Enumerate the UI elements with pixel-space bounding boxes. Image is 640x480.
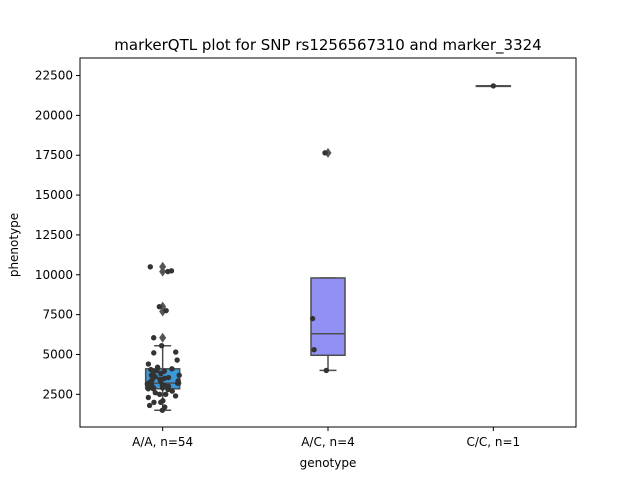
data-point	[150, 386, 156, 392]
data-point	[323, 367, 330, 374]
data-point	[165, 374, 172, 381]
y-tick-label: 20000	[35, 108, 73, 122]
data-point	[176, 372, 182, 378]
data-point	[163, 307, 169, 314]
data-point	[156, 303, 163, 310]
data-point	[169, 366, 175, 372]
data-point	[151, 350, 157, 356]
data-point	[309, 315, 316, 322]
y-tick-label: 5000	[42, 347, 73, 361]
y-tick-label: 10000	[35, 268, 73, 282]
data-point	[154, 364, 161, 370]
data-point	[150, 335, 157, 341]
y-tick-label: 7500	[42, 308, 73, 322]
data-point	[172, 393, 179, 399]
y-axis-label: phenotype	[7, 213, 21, 277]
y-tick-label: 17500	[35, 148, 73, 162]
data-point	[148, 366, 154, 373]
data-point	[145, 361, 152, 367]
data-point	[158, 343, 165, 349]
data-point	[151, 399, 157, 405]
data-point	[147, 264, 153, 270]
data-point	[156, 391, 163, 398]
box-group	[144, 261, 182, 413]
data-point	[146, 402, 153, 409]
data-point	[160, 397, 166, 404]
x-tick-label: C/C, n=1	[466, 435, 520, 449]
data-point	[169, 388, 175, 394]
outlier-marker	[159, 261, 167, 272]
data-point	[162, 404, 168, 410]
x-tick-label: A/A, n=54	[132, 435, 193, 449]
data-point	[174, 357, 180, 363]
data-point	[152, 390, 159, 396]
axes: 2500 5000 7500 10000 12500 15000 17500 20000 225…	[35, 57, 577, 449]
data-point	[173, 349, 179, 355]
data-point	[163, 391, 169, 398]
y-tick-label: 12500	[35, 228, 73, 242]
data-point	[161, 375, 168, 382]
data-point	[322, 150, 328, 156]
box-iqr	[310, 277, 346, 357]
y-tick-label: 2500	[42, 387, 73, 401]
plot-area	[144, 83, 512, 413]
data-point	[165, 268, 171, 275]
outlier-marker	[159, 332, 167, 343]
data-point	[157, 376, 163, 382]
data-point	[490, 83, 497, 89]
y-tick-label: 15000	[35, 188, 73, 202]
y-tick-label: 22500	[35, 69, 73, 83]
data-point	[145, 394, 152, 401]
chart-title: markerQTL plot for SNP rs1256567310 and …	[114, 36, 541, 55]
data-point	[175, 378, 181, 384]
box-group	[475, 83, 512, 89]
box-group	[309, 147, 346, 374]
outlier-marker	[324, 147, 332, 158]
data-point	[161, 368, 167, 374]
x-tick-label: A/C, n=4	[301, 435, 355, 449]
data-point	[311, 346, 317, 353]
x-axis-label: genotype	[300, 456, 357, 470]
